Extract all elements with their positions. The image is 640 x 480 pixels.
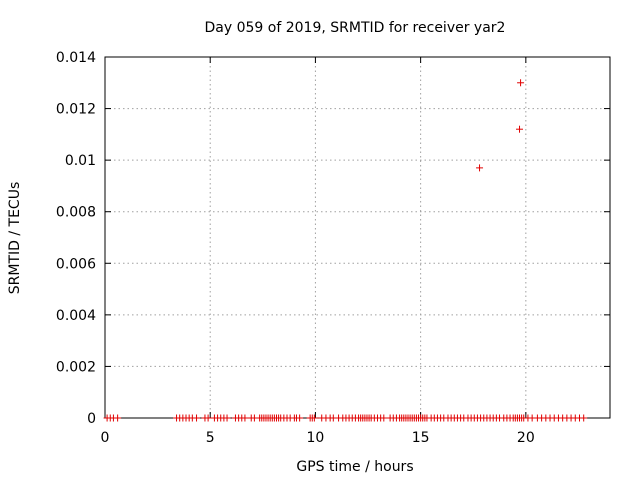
y-tick-label: 0.014 <box>56 50 96 66</box>
y-tick-label: 0.006 <box>56 256 96 272</box>
x-tick-label: 10 <box>307 430 325 446</box>
grid <box>105 57 610 418</box>
data-point <box>310 414 318 422</box>
data-point <box>193 414 201 422</box>
x-tick-label: 5 <box>206 430 215 446</box>
data-point <box>517 79 525 87</box>
data-points <box>103 79 588 422</box>
y-tick-label: 0 <box>87 411 96 427</box>
y-tick-label: 0.004 <box>56 308 96 324</box>
data-point <box>223 414 231 422</box>
chart-title: Day 059 of 2019, SRMTID for receiver yar… <box>205 20 506 36</box>
plot-frame <box>104 56 611 419</box>
data-point <box>580 414 588 422</box>
data-point <box>380 414 388 422</box>
data-point <box>296 414 304 422</box>
y-tick-label: 0.01 <box>65 153 96 169</box>
x-axis-label: GPS time / hours <box>296 459 413 475</box>
y-tick-label: 0.008 <box>56 205 96 221</box>
data-point <box>516 125 524 133</box>
x-tick-label: 15 <box>412 430 430 446</box>
data-point <box>241 414 249 422</box>
data-point <box>476 164 484 172</box>
x-tick-label: 0 <box>101 430 110 446</box>
axis-ticks: 0 5 10 15 20 0 0.002 0.004 0.006 0.008 0.01 0.012 0.… <box>56 50 610 446</box>
y-tick-label: 0.002 <box>56 359 96 375</box>
x-tick-label: 20 <box>517 430 535 446</box>
y-tick-label: 0.012 <box>56 102 96 118</box>
data-point <box>114 414 122 422</box>
data-point <box>204 414 212 422</box>
y-axis-label: SRMTID / TECUs <box>7 182 23 295</box>
